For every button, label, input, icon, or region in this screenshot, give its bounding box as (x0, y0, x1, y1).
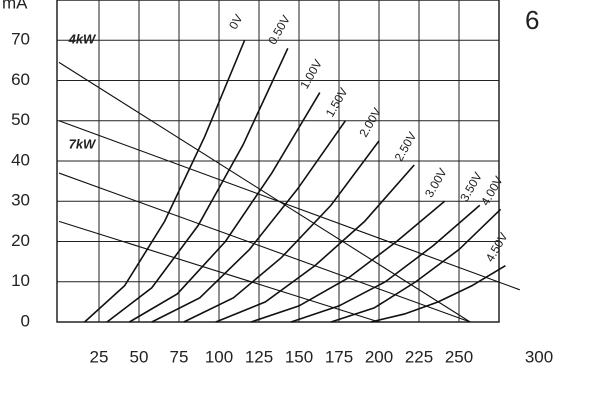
y-tick-label: 70 (11, 30, 30, 49)
curve-label: 3.00V (422, 166, 450, 200)
load-line (58, 172, 471, 323)
plate-curve (183, 140, 380, 323)
y-tick-label: 50 (11, 110, 30, 129)
plate-curve (106, 47, 289, 323)
load-line (58, 61, 471, 323)
plate-curve (128, 92, 321, 323)
curve-label: 1.50V (323, 85, 351, 119)
x-tick-label: 150 (285, 347, 313, 366)
x-tick-label: 50 (130, 347, 149, 366)
plate-curve (330, 208, 502, 323)
y-tick-label: 40 (11, 150, 30, 169)
annotation: 7kW (69, 136, 97, 151)
y-tick-label: 0 (21, 311, 30, 330)
x-tick-label: 300 (525, 347, 553, 366)
plate-curve (290, 204, 481, 323)
curve-label: 4.50V (483, 230, 511, 264)
plate-curve (151, 120, 347, 323)
x-tick-label: 225 (405, 347, 433, 366)
x-tick-label: 125 (245, 347, 273, 366)
y-tick-label: 20 (11, 231, 30, 250)
curve-label: 2.00V (356, 105, 384, 139)
annotation: 4kW (68, 32, 97, 47)
x-tick-label: 250 (445, 347, 473, 366)
figure-number: 6 (525, 5, 539, 35)
curve-label: 1.00V (297, 57, 325, 91)
y-tick-label: 10 (11, 271, 30, 290)
x-tick-label: 75 (170, 347, 189, 366)
load-line (58, 220, 380, 323)
plate-curve (215, 164, 415, 323)
load-line (58, 120, 520, 291)
y-axis-label: mA (2, 0, 28, 12)
y-tick-label: 60 (11, 70, 30, 89)
curve-label: 0.50V (265, 13, 293, 47)
x-tick-label: 175 (325, 347, 353, 366)
plate-curve (84, 39, 246, 323)
curve-label: 0V (226, 12, 245, 32)
x-tick-label: 100 (205, 347, 233, 366)
plate-curve (250, 200, 446, 323)
y-tick-label: 30 (11, 191, 30, 210)
x-tick-label: 25 (90, 347, 109, 366)
curve-label: 2.50V (392, 130, 420, 164)
x-tick-label: 200 (365, 347, 393, 366)
